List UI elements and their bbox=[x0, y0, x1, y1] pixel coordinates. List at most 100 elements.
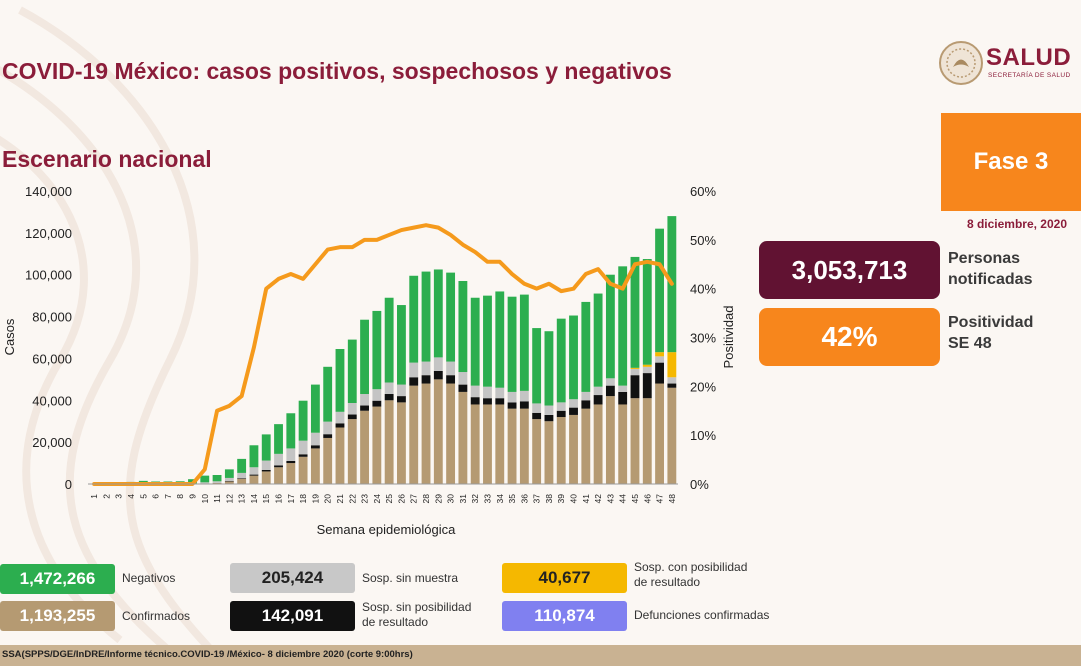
legend-con-posibilidad-label: Sosp. con posibilidad de resultado bbox=[634, 560, 748, 589]
y-tick-label: 40,000 bbox=[32, 393, 72, 408]
bar-sin_muestra bbox=[556, 402, 566, 411]
bar-sin_muestra bbox=[397, 384, 406, 397]
bar-sin_posibilidad bbox=[298, 454, 308, 457]
bar-confirmados bbox=[470, 404, 480, 484]
bar-confirmados bbox=[569, 414, 578, 484]
y2-tick-label: 0% bbox=[690, 477, 709, 492]
legend-sin-posibilidad-value: 142,091 bbox=[230, 601, 355, 631]
chart-axes: 0 20,000 40,000 60,000 80,000 100,000 120,000 1… bbox=[2, 184, 736, 537]
x-tick-label: 31 bbox=[458, 494, 468, 504]
x-tick-label: 11 bbox=[212, 494, 222, 503]
bar-sin_muestra bbox=[261, 460, 271, 470]
phase-badge: Fase 3 bbox=[941, 113, 1081, 211]
x-tick-label: 44 bbox=[618, 494, 628, 504]
bar-sin_posibilidad bbox=[618, 391, 628, 405]
y2-tick-label: 40% bbox=[690, 282, 716, 297]
y-tick-label: 100,000 bbox=[25, 268, 72, 283]
legend-con-posibilidad-value: 40,677 bbox=[502, 563, 627, 593]
bar-sin_muestra bbox=[519, 390, 529, 402]
bar-confirmados bbox=[519, 408, 529, 484]
x-tick-label: 1 bbox=[89, 494, 99, 499]
x-tick-label: 15 bbox=[261, 494, 271, 504]
bar-sin_posibilidad bbox=[544, 414, 554, 422]
page-subtitle: Escenario nacional bbox=[2, 146, 212, 172]
bar-con_posibilidad bbox=[630, 367, 640, 369]
bar-sin_muestra bbox=[360, 394, 369, 406]
bar-sin_muestra bbox=[581, 391, 591, 401]
bar-sin_posibilidad bbox=[470, 397, 480, 405]
bar-confirmados bbox=[274, 467, 283, 484]
bar-sin_muestra bbox=[470, 385, 480, 398]
bar-sin_posibilidad bbox=[397, 396, 406, 403]
bar-confirmados bbox=[507, 408, 517, 484]
bar-negativos bbox=[347, 339, 357, 403]
bar-negativos bbox=[249, 445, 259, 468]
bar-sin_posibilidad bbox=[237, 478, 247, 479]
bar-confirmados bbox=[458, 391, 468, 484]
bar-sin_posibilidad bbox=[372, 400, 382, 407]
x-tick-label: 37 bbox=[532, 494, 542, 504]
bar-sin_muestra bbox=[630, 368, 640, 376]
bar-confirmados bbox=[581, 408, 591, 484]
bar-sin_muestra bbox=[569, 399, 578, 408]
x-tick-label: 14 bbox=[249, 494, 259, 504]
bar-sin_muestra bbox=[593, 386, 603, 396]
x-tick-label: 23 bbox=[360, 494, 370, 504]
bar-negativos bbox=[335, 349, 345, 412]
bar-negativos bbox=[630, 256, 640, 368]
bar-negativos bbox=[605, 274, 615, 379]
positivity-label: Positividad SE 48 bbox=[948, 314, 1034, 352]
bar-sin_muestra bbox=[483, 386, 492, 399]
bar-negativos bbox=[397, 305, 406, 385]
bar-confirmados bbox=[384, 400, 394, 484]
bar-confirmados bbox=[397, 402, 406, 484]
bar-sin_posibilidad bbox=[323, 434, 333, 438]
bar-negativos bbox=[642, 259, 652, 365]
x-tick-label: 2 bbox=[101, 494, 111, 499]
bar-sin_muestra bbox=[286, 448, 296, 461]
bar-sin_muestra bbox=[446, 361, 456, 376]
x-tick-label: 32 bbox=[470, 494, 480, 504]
bar-confirmados bbox=[347, 419, 357, 484]
bar-confirmados bbox=[323, 437, 333, 484]
x-tick-label: 5 bbox=[138, 494, 148, 499]
covid-cases-chart: 0 20,000 40,000 60,000 80,000 100,000 120,000 1… bbox=[2, 184, 736, 537]
x-tick-label: 13 bbox=[237, 494, 247, 504]
bar-sin_posibilidad bbox=[421, 375, 431, 384]
y2-tick-label: 50% bbox=[690, 233, 716, 248]
bar-sin_muestra bbox=[532, 403, 542, 413]
bar-confirmados bbox=[605, 396, 615, 484]
bar-sin_posibilidad bbox=[519, 401, 529, 409]
bar-negativos bbox=[470, 297, 480, 386]
bar-sin_muestra bbox=[507, 391, 517, 403]
x-tick-label: 18 bbox=[298, 494, 308, 504]
bar-negativos bbox=[323, 366, 333, 422]
bar-confirmados bbox=[483, 404, 492, 484]
salud-logo: SALUD SECRETARÍA DE SALUD bbox=[938, 40, 1078, 88]
positivity-value: 42% bbox=[759, 308, 940, 366]
bar-sin_muestra bbox=[618, 385, 628, 392]
y-axis-title: Casos bbox=[2, 318, 17, 355]
legend-defunciones-value: 110,874 bbox=[502, 601, 627, 631]
x-tick-label: 10 bbox=[200, 494, 210, 504]
bar-negativos bbox=[261, 434, 271, 461]
x-tick-label: 39 bbox=[556, 494, 566, 504]
bar-negativos bbox=[593, 293, 603, 387]
bar-sin_muestra bbox=[544, 405, 554, 415]
bar-sin_muestra bbox=[642, 366, 652, 374]
legend-defunciones-label: Defunciones confirmadas bbox=[634, 608, 770, 622]
bar-con_posibilidad bbox=[642, 364, 652, 367]
bar-sin_posibilidad bbox=[458, 384, 468, 392]
bar-sin_muestra bbox=[237, 472, 247, 479]
bar-sin_muestra bbox=[298, 440, 308, 455]
bar-sin_posibilidad bbox=[483, 398, 492, 405]
bar-negativos bbox=[421, 271, 431, 362]
bar-negativos bbox=[519, 294, 529, 391]
footer-bar: SSA(SPPS/DGE/InDRE/Informe técnico.COVID… bbox=[0, 645, 1081, 666]
bar-negativos bbox=[532, 328, 542, 404]
y2-tick-label: 20% bbox=[690, 379, 716, 394]
page-title: COVID-19 México: casos positivos, sospec… bbox=[2, 58, 672, 84]
bar-sin_posibilidad bbox=[224, 481, 234, 482]
x-tick-label: 24 bbox=[372, 494, 382, 504]
bar-sin_muestra bbox=[335, 411, 345, 424]
